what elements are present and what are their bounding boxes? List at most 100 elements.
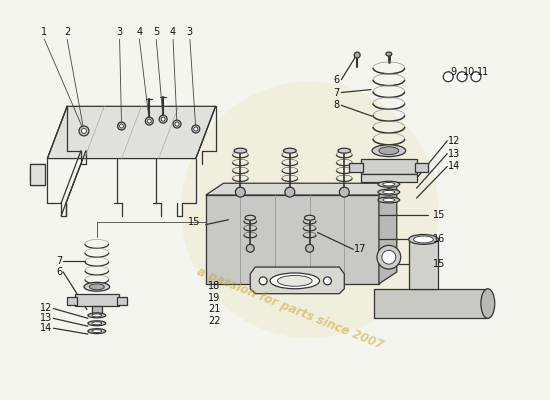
Circle shape xyxy=(306,244,313,252)
Text: 3: 3 xyxy=(187,27,193,37)
Polygon shape xyxy=(47,106,216,158)
Text: 14: 14 xyxy=(40,323,52,333)
Text: a passion for parts since 2007: a passion for parts since 2007 xyxy=(195,265,385,352)
Text: 11: 11 xyxy=(477,67,489,77)
Text: 14: 14 xyxy=(448,162,460,172)
FancyBboxPatch shape xyxy=(30,164,45,185)
Text: 7: 7 xyxy=(56,256,62,266)
Text: 15: 15 xyxy=(433,210,446,220)
Text: 13: 13 xyxy=(448,149,460,159)
Text: 12: 12 xyxy=(448,136,460,146)
Ellipse shape xyxy=(378,189,400,195)
Ellipse shape xyxy=(88,321,106,326)
Circle shape xyxy=(443,72,453,82)
Circle shape xyxy=(175,122,179,126)
Ellipse shape xyxy=(88,329,106,334)
Text: 7: 7 xyxy=(333,88,339,98)
Ellipse shape xyxy=(481,289,495,318)
Circle shape xyxy=(147,119,151,123)
Text: 15: 15 xyxy=(433,259,446,269)
Ellipse shape xyxy=(305,215,315,220)
Ellipse shape xyxy=(92,314,102,317)
Ellipse shape xyxy=(409,234,438,244)
Circle shape xyxy=(323,277,332,285)
Ellipse shape xyxy=(84,282,109,291)
Ellipse shape xyxy=(378,181,400,187)
Polygon shape xyxy=(206,183,397,195)
Text: 4: 4 xyxy=(136,27,142,37)
FancyBboxPatch shape xyxy=(349,162,363,172)
FancyBboxPatch shape xyxy=(361,158,416,174)
Polygon shape xyxy=(374,289,488,318)
Circle shape xyxy=(246,244,254,252)
Ellipse shape xyxy=(414,236,433,243)
Ellipse shape xyxy=(234,148,247,153)
Circle shape xyxy=(457,72,467,82)
FancyBboxPatch shape xyxy=(75,294,119,306)
Text: 18: 18 xyxy=(208,281,221,291)
Circle shape xyxy=(471,72,481,82)
Text: 16: 16 xyxy=(433,234,446,244)
Text: 5: 5 xyxy=(153,27,159,37)
Polygon shape xyxy=(409,240,438,289)
Circle shape xyxy=(354,52,360,58)
Text: 6: 6 xyxy=(333,75,339,85)
Ellipse shape xyxy=(379,147,399,155)
Circle shape xyxy=(339,187,349,197)
Text: 15: 15 xyxy=(189,217,201,227)
Ellipse shape xyxy=(88,313,106,318)
Circle shape xyxy=(285,187,295,197)
Circle shape xyxy=(194,127,198,131)
Text: 13: 13 xyxy=(40,313,52,323)
Circle shape xyxy=(81,128,86,134)
Circle shape xyxy=(181,82,438,338)
Circle shape xyxy=(119,124,124,128)
Ellipse shape xyxy=(386,52,392,56)
Ellipse shape xyxy=(383,198,395,202)
Circle shape xyxy=(377,245,401,269)
Ellipse shape xyxy=(372,145,406,157)
Circle shape xyxy=(235,187,245,197)
Ellipse shape xyxy=(245,215,255,220)
Text: 8: 8 xyxy=(333,100,339,110)
Circle shape xyxy=(159,115,167,123)
Circle shape xyxy=(259,277,267,285)
FancyBboxPatch shape xyxy=(117,297,126,304)
Circle shape xyxy=(173,120,181,128)
FancyBboxPatch shape xyxy=(361,174,416,182)
Text: 6: 6 xyxy=(56,267,62,277)
Ellipse shape xyxy=(283,148,296,153)
Text: 9: 9 xyxy=(450,67,456,77)
Ellipse shape xyxy=(92,322,102,325)
FancyBboxPatch shape xyxy=(67,297,77,304)
Ellipse shape xyxy=(270,273,320,289)
Ellipse shape xyxy=(338,148,351,153)
Text: 22: 22 xyxy=(208,316,221,326)
Polygon shape xyxy=(206,195,379,284)
FancyBboxPatch shape xyxy=(92,306,102,314)
FancyBboxPatch shape xyxy=(415,162,428,172)
Text: 3: 3 xyxy=(117,27,123,37)
Text: 4: 4 xyxy=(170,27,176,37)
Text: 2: 2 xyxy=(64,27,70,37)
Ellipse shape xyxy=(92,330,102,333)
Polygon shape xyxy=(250,267,344,294)
Ellipse shape xyxy=(90,284,104,290)
Ellipse shape xyxy=(277,276,312,286)
Text: 1: 1 xyxy=(41,27,47,37)
Text: 17: 17 xyxy=(354,244,366,254)
Circle shape xyxy=(118,122,125,130)
Circle shape xyxy=(79,126,89,136)
Ellipse shape xyxy=(383,190,395,194)
Circle shape xyxy=(192,125,200,133)
Text: 21: 21 xyxy=(208,304,221,314)
Circle shape xyxy=(382,250,396,264)
Polygon shape xyxy=(379,183,397,284)
Ellipse shape xyxy=(383,182,395,186)
Ellipse shape xyxy=(378,197,400,203)
Circle shape xyxy=(145,117,153,125)
Circle shape xyxy=(161,117,165,121)
Text: 19: 19 xyxy=(208,293,221,303)
Text: 12: 12 xyxy=(40,304,52,314)
Text: 10: 10 xyxy=(463,67,475,77)
